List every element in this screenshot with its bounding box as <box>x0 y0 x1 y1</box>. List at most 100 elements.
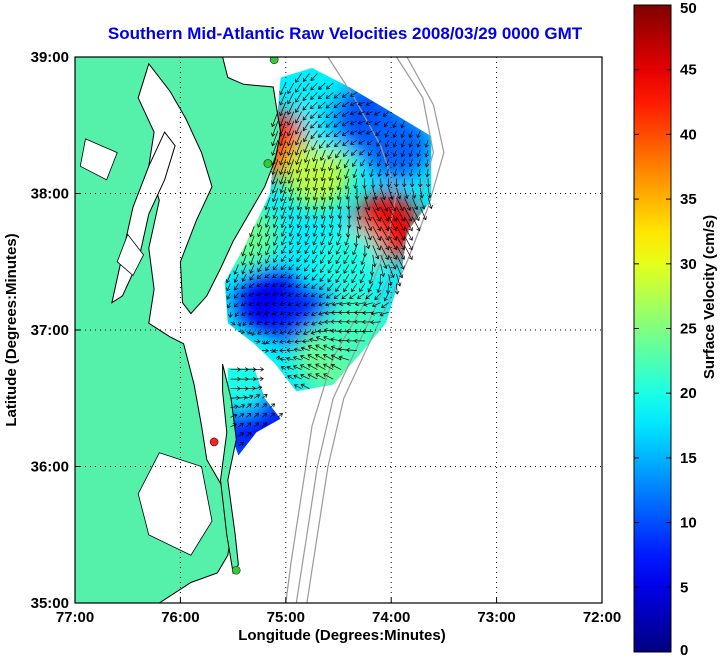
velocity-arrowhead <box>331 301 336 307</box>
velocity-arrowhead <box>382 112 388 117</box>
velocity-arrowhead <box>361 319 366 325</box>
velocity-arrow <box>238 404 245 409</box>
velocity-arrow <box>310 101 318 109</box>
velocity-arrowhead <box>353 319 358 325</box>
velocity-arrow <box>303 73 310 82</box>
velocity-arrow <box>257 235 263 247</box>
velocity-arrowhead <box>271 311 277 316</box>
velocity-arrow <box>238 442 244 447</box>
velocity-arrow <box>279 101 287 116</box>
velocity-arrowhead <box>287 302 292 307</box>
velocity-arrowhead <box>295 302 300 307</box>
radar-station-3 <box>231 565 241 575</box>
velocity-arrowhead <box>296 258 301 263</box>
velocity-arrowhead <box>272 223 278 228</box>
velocity-arrowhead <box>343 288 348 293</box>
velocity-arrowhead <box>278 412 283 417</box>
velocity-arrow <box>417 130 421 138</box>
velocity-arrow <box>269 403 275 409</box>
velocity-arrow <box>380 245 389 260</box>
velocity-arrowhead <box>349 295 354 299</box>
velocity-arrow <box>288 273 294 279</box>
velocity-arrow <box>388 264 394 278</box>
velocity-arrow <box>363 178 366 189</box>
velocity-arrowhead <box>272 348 277 354</box>
velocity-arrow <box>319 283 326 290</box>
velocity-arrow <box>234 264 239 275</box>
velocity-arrowhead <box>386 183 392 188</box>
velocity-arrowhead <box>262 412 267 417</box>
velocity-arrowhead <box>286 356 291 362</box>
velocity-arrow <box>287 140 295 156</box>
velocity-arrowhead <box>318 144 323 149</box>
velocity-arrowhead <box>248 292 253 297</box>
velocity-arrow <box>337 187 342 200</box>
velocity-arrow <box>272 130 279 146</box>
velocity-arrow <box>246 331 251 334</box>
velocity-arrow <box>234 302 239 308</box>
velocity-arrowhead <box>421 205 426 210</box>
velocity-arrowhead <box>392 172 398 177</box>
velocity-arrow <box>411 197 418 210</box>
velocity-arrowhead <box>312 157 317 162</box>
velocity-arrow <box>329 226 334 237</box>
velocity-arrow <box>304 254 310 263</box>
velocity-arrowhead <box>247 403 252 408</box>
velocity-arrowhead <box>265 242 270 247</box>
velocity-arrowhead <box>310 302 316 307</box>
velocity-arrowhead <box>272 339 277 344</box>
velocity-arrow <box>379 311 389 316</box>
velocity-arrow <box>323 344 334 351</box>
velocity-arrow <box>364 216 372 231</box>
velocity-arrow <box>328 235 334 246</box>
velocity-arrow <box>280 321 286 325</box>
velocity-arrowhead <box>280 197 285 202</box>
velocity-arrow <box>264 311 271 315</box>
velocity-arrow <box>328 254 334 264</box>
velocity-arrow <box>248 311 255 315</box>
velocity-arrow <box>327 264 334 274</box>
velocity-arrowhead <box>351 288 356 293</box>
velocity-arrowhead <box>317 328 322 334</box>
velocity-arrowhead <box>280 366 285 371</box>
velocity-arrow <box>364 207 371 221</box>
velocity-arrowhead <box>328 177 333 182</box>
velocity-arrowhead <box>299 364 305 369</box>
velocity-arrow <box>401 130 405 138</box>
velocity-arrow <box>321 207 326 219</box>
radar-station-1 <box>263 159 273 168</box>
velocity-arrowhead <box>259 376 264 382</box>
velocity-arrowhead <box>300 354 305 360</box>
velocity-arrow <box>425 140 429 148</box>
velocity-arrowhead <box>335 278 340 284</box>
velocity-arrow <box>280 311 286 315</box>
velocity-arrowhead <box>315 353 320 358</box>
velocity-arrowhead <box>287 311 292 316</box>
velocity-arrow <box>313 216 318 228</box>
velocity-arrowhead <box>352 162 356 168</box>
velocity-arrow <box>337 168 342 180</box>
velocity-arrowhead <box>335 165 341 170</box>
velocity-arrow <box>296 273 302 279</box>
velocity-arrow <box>297 216 302 228</box>
velocity-arrow <box>342 130 350 136</box>
velocity-arrow <box>272 140 279 156</box>
velocity-arrow <box>246 412 252 418</box>
velocity-arrow <box>238 422 244 428</box>
velocity-arrow <box>295 292 302 297</box>
radar-station-2 <box>209 437 219 447</box>
velocity-arrowhead <box>320 196 326 201</box>
velocity-arrowhead <box>416 153 421 158</box>
velocity-arrowhead <box>400 143 405 148</box>
velocity-arrowhead <box>344 185 350 190</box>
velocity-arrow <box>383 111 389 117</box>
velocity-arrowhead <box>317 133 323 138</box>
velocity-arrow <box>238 396 247 399</box>
velocity-arrow <box>393 121 397 128</box>
velocity-arrow <box>303 331 310 335</box>
velocity-arrow <box>355 235 358 247</box>
velocity-arrowhead <box>317 114 322 119</box>
velocity-arrow <box>272 168 279 185</box>
velocity-arrow <box>304 245 310 254</box>
velocity-arrowhead <box>345 319 350 325</box>
